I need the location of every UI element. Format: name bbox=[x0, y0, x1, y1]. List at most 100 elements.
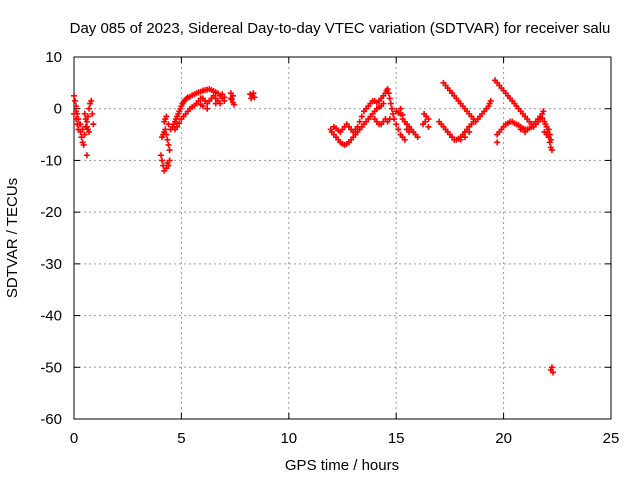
data-point bbox=[72, 97, 79, 104]
data-point bbox=[73, 116, 80, 123]
data-point bbox=[89, 110, 96, 117]
data-point bbox=[470, 118, 477, 125]
data-point bbox=[166, 147, 173, 154]
data-point bbox=[466, 128, 473, 135]
plot-frame bbox=[73, 56, 612, 420]
data-series-sdtvar bbox=[71, 77, 557, 376]
data-point bbox=[157, 152, 164, 159]
y-tick-label: 0 bbox=[54, 101, 62, 118]
data-point bbox=[77, 121, 84, 128]
data-point bbox=[385, 90, 392, 97]
y-axis-label: SDTVAR / TECUs bbox=[4, 178, 21, 298]
data-point bbox=[86, 128, 93, 135]
data-point bbox=[176, 120, 183, 127]
data-point bbox=[250, 90, 257, 97]
data-point bbox=[461, 134, 468, 141]
data-point bbox=[425, 116, 432, 123]
data-point bbox=[436, 118, 443, 125]
data-point bbox=[545, 126, 552, 133]
data-point bbox=[183, 95, 190, 102]
data-point bbox=[401, 136, 408, 143]
data-point bbox=[406, 128, 413, 135]
grid bbox=[74, 57, 611, 419]
x-tick-label: 10 bbox=[280, 430, 297, 447]
data-point bbox=[457, 136, 464, 143]
y-tick-label: -30 bbox=[40, 256, 62, 273]
data-point bbox=[163, 131, 170, 138]
data-point bbox=[548, 147, 555, 154]
data-point bbox=[354, 123, 361, 130]
data-point bbox=[166, 157, 173, 164]
x-axis-label: GPS time / hours bbox=[285, 457, 399, 474]
data-point bbox=[228, 96, 235, 103]
data-point bbox=[78, 134, 85, 141]
data-point bbox=[165, 121, 172, 128]
data-point bbox=[517, 126, 524, 133]
data-point bbox=[81, 110, 88, 117]
data-point bbox=[251, 94, 258, 101]
data-point bbox=[384, 86, 391, 93]
data-point bbox=[165, 141, 172, 148]
data-point bbox=[71, 92, 77, 99]
y-tick-label: -20 bbox=[40, 204, 62, 221]
data-point bbox=[356, 118, 363, 125]
data-point bbox=[540, 108, 547, 115]
data-point bbox=[386, 116, 393, 123]
data-point bbox=[539, 115, 546, 122]
data-point bbox=[393, 121, 400, 128]
data-point bbox=[197, 101, 204, 108]
x-tick-label: 20 bbox=[495, 430, 512, 447]
data-point bbox=[162, 126, 169, 133]
data-point bbox=[79, 126, 86, 133]
data-point bbox=[88, 97, 95, 104]
data-point bbox=[221, 94, 228, 101]
x-tick-label: 25 bbox=[603, 430, 620, 447]
data-point bbox=[160, 162, 167, 169]
data-point bbox=[73, 108, 80, 115]
data-point bbox=[388, 105, 395, 112]
data-point bbox=[542, 121, 549, 128]
x-tick-label: 15 bbox=[388, 430, 405, 447]
data-point bbox=[82, 116, 89, 123]
data-point bbox=[380, 100, 387, 107]
data-point bbox=[219, 91, 226, 98]
data-point bbox=[386, 95, 393, 102]
data-point bbox=[546, 131, 553, 138]
y-tick-labels: 10 0 -10 -20 -30 -40 -50 -60 bbox=[40, 49, 62, 428]
data-point bbox=[395, 126, 402, 133]
data-point bbox=[83, 152, 90, 159]
data-point bbox=[90, 121, 97, 128]
data-point bbox=[80, 141, 87, 148]
y-tick-label: -40 bbox=[40, 308, 62, 325]
x-tick-label: 0 bbox=[70, 430, 78, 447]
data-point bbox=[174, 123, 181, 130]
y-tick-label: 10 bbox=[45, 49, 62, 66]
data-point bbox=[231, 101, 238, 108]
y-tick-label: -60 bbox=[40, 411, 62, 428]
data-point bbox=[425, 123, 432, 130]
data-point bbox=[81, 131, 88, 138]
data-point bbox=[73, 103, 80, 110]
data-point bbox=[163, 113, 170, 120]
data-point bbox=[212, 100, 219, 107]
data-point bbox=[227, 95, 234, 102]
y-tick-label: -50 bbox=[40, 359, 62, 376]
data-point bbox=[248, 95, 255, 102]
chart-title: Day 085 of 2023, Sidereal Day-to-day VTE… bbox=[70, 20, 611, 37]
data-point bbox=[159, 157, 166, 164]
data-point bbox=[358, 113, 365, 120]
data-point bbox=[522, 128, 529, 135]
data-point bbox=[414, 134, 421, 141]
data-point bbox=[547, 136, 554, 143]
data-point bbox=[389, 110, 396, 117]
x-tick-labels: 0 5 10 15 20 25 bbox=[70, 430, 620, 447]
data-point bbox=[397, 105, 404, 112]
data-point bbox=[164, 136, 171, 143]
data-point bbox=[420, 121, 427, 128]
data-point bbox=[204, 105, 211, 112]
data-point bbox=[547, 366, 554, 373]
data-point bbox=[487, 97, 494, 104]
axis-ticks bbox=[73, 56, 612, 420]
data-point bbox=[387, 100, 394, 107]
